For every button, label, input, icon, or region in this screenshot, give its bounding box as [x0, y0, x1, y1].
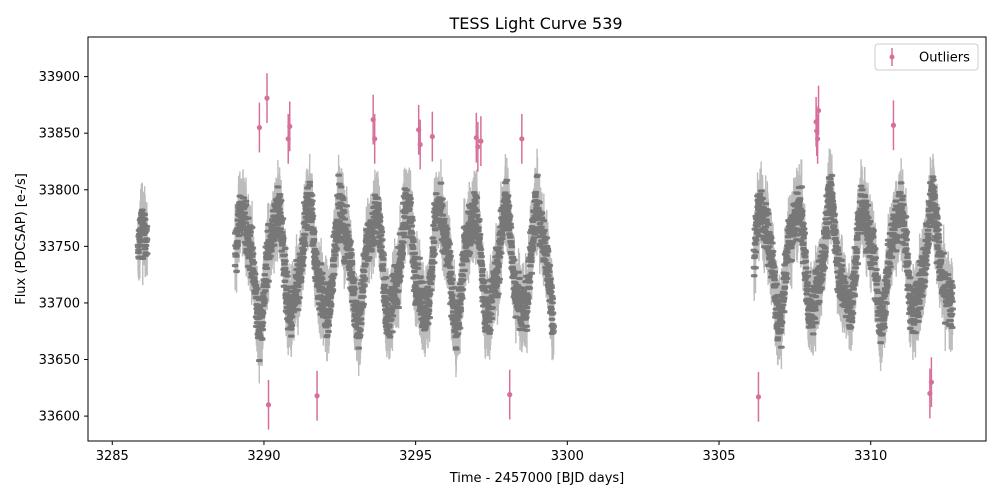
y-tick-label: 33800 [39, 183, 80, 198]
x-tick-label: 3295 [399, 449, 432, 464]
flux-points [231, 173, 558, 363]
y-tick-label: 33650 [39, 353, 80, 368]
y-tick-label: 33600 [39, 410, 80, 425]
segment-2 [750, 148, 957, 371]
legend-outliers-label: Outliers [919, 51, 970, 66]
outlier-point [264, 95, 270, 101]
outlier-point [475, 144, 481, 150]
y-tick-label: 33700 [39, 296, 80, 311]
outlier-point [755, 394, 762, 400]
x-tick-label: 3305 [702, 449, 735, 464]
flux-points-layer [134, 148, 957, 384]
outlier-point [372, 136, 378, 142]
x-tick-label: 3285 [96, 449, 129, 464]
y-axis-ticks: 33600 33650 33700 33750 33800 33850 33900 [39, 70, 88, 425]
x-axis-label: Time - 2457000 [BJD days] [449, 471, 625, 486]
outlier-point [287, 123, 293, 130]
outlier-point [314, 393, 320, 399]
outlier-point [429, 133, 435, 140]
outlier-point [507, 392, 513, 398]
outlier-points-layer [256, 73, 934, 430]
y-tick-label: 33900 [39, 70, 80, 85]
outlier-point [256, 124, 263, 131]
outlier-point [890, 122, 897, 128]
y-tick-label: 33750 [39, 240, 80, 255]
outlier-point [928, 379, 934, 385]
y-axis-label: Flux (PDCSAP) [e-/s] [14, 173, 29, 305]
axes-frame [87, 36, 987, 442]
outlier-point [519, 136, 525, 142]
legend-box [874, 43, 979, 71]
x-tick-label: 3310 [854, 449, 887, 464]
outlier-point [265, 402, 272, 408]
legend-outlier-marker [889, 54, 895, 60]
flux-points [750, 173, 957, 349]
x-tick-label: 3290 [247, 449, 280, 464]
x-axis-ticks: 3285 3290 3295 3300 3305 3310 [96, 441, 887, 464]
chart-title: TESS Light Curve 539 [448, 14, 622, 33]
outlier-point [815, 136, 821, 142]
outlier-point [478, 138, 484, 144]
outlier-point [417, 141, 423, 148]
segment-0 [134, 182, 151, 286]
y-tick-label: 33850 [39, 127, 80, 142]
x-tick-label: 3300 [551, 449, 584, 464]
outlier-point [815, 107, 822, 114]
segment-1 [231, 148, 558, 384]
legend: Outliers [874, 43, 979, 71]
flux-points [134, 208, 151, 260]
plot-area [134, 73, 957, 430]
